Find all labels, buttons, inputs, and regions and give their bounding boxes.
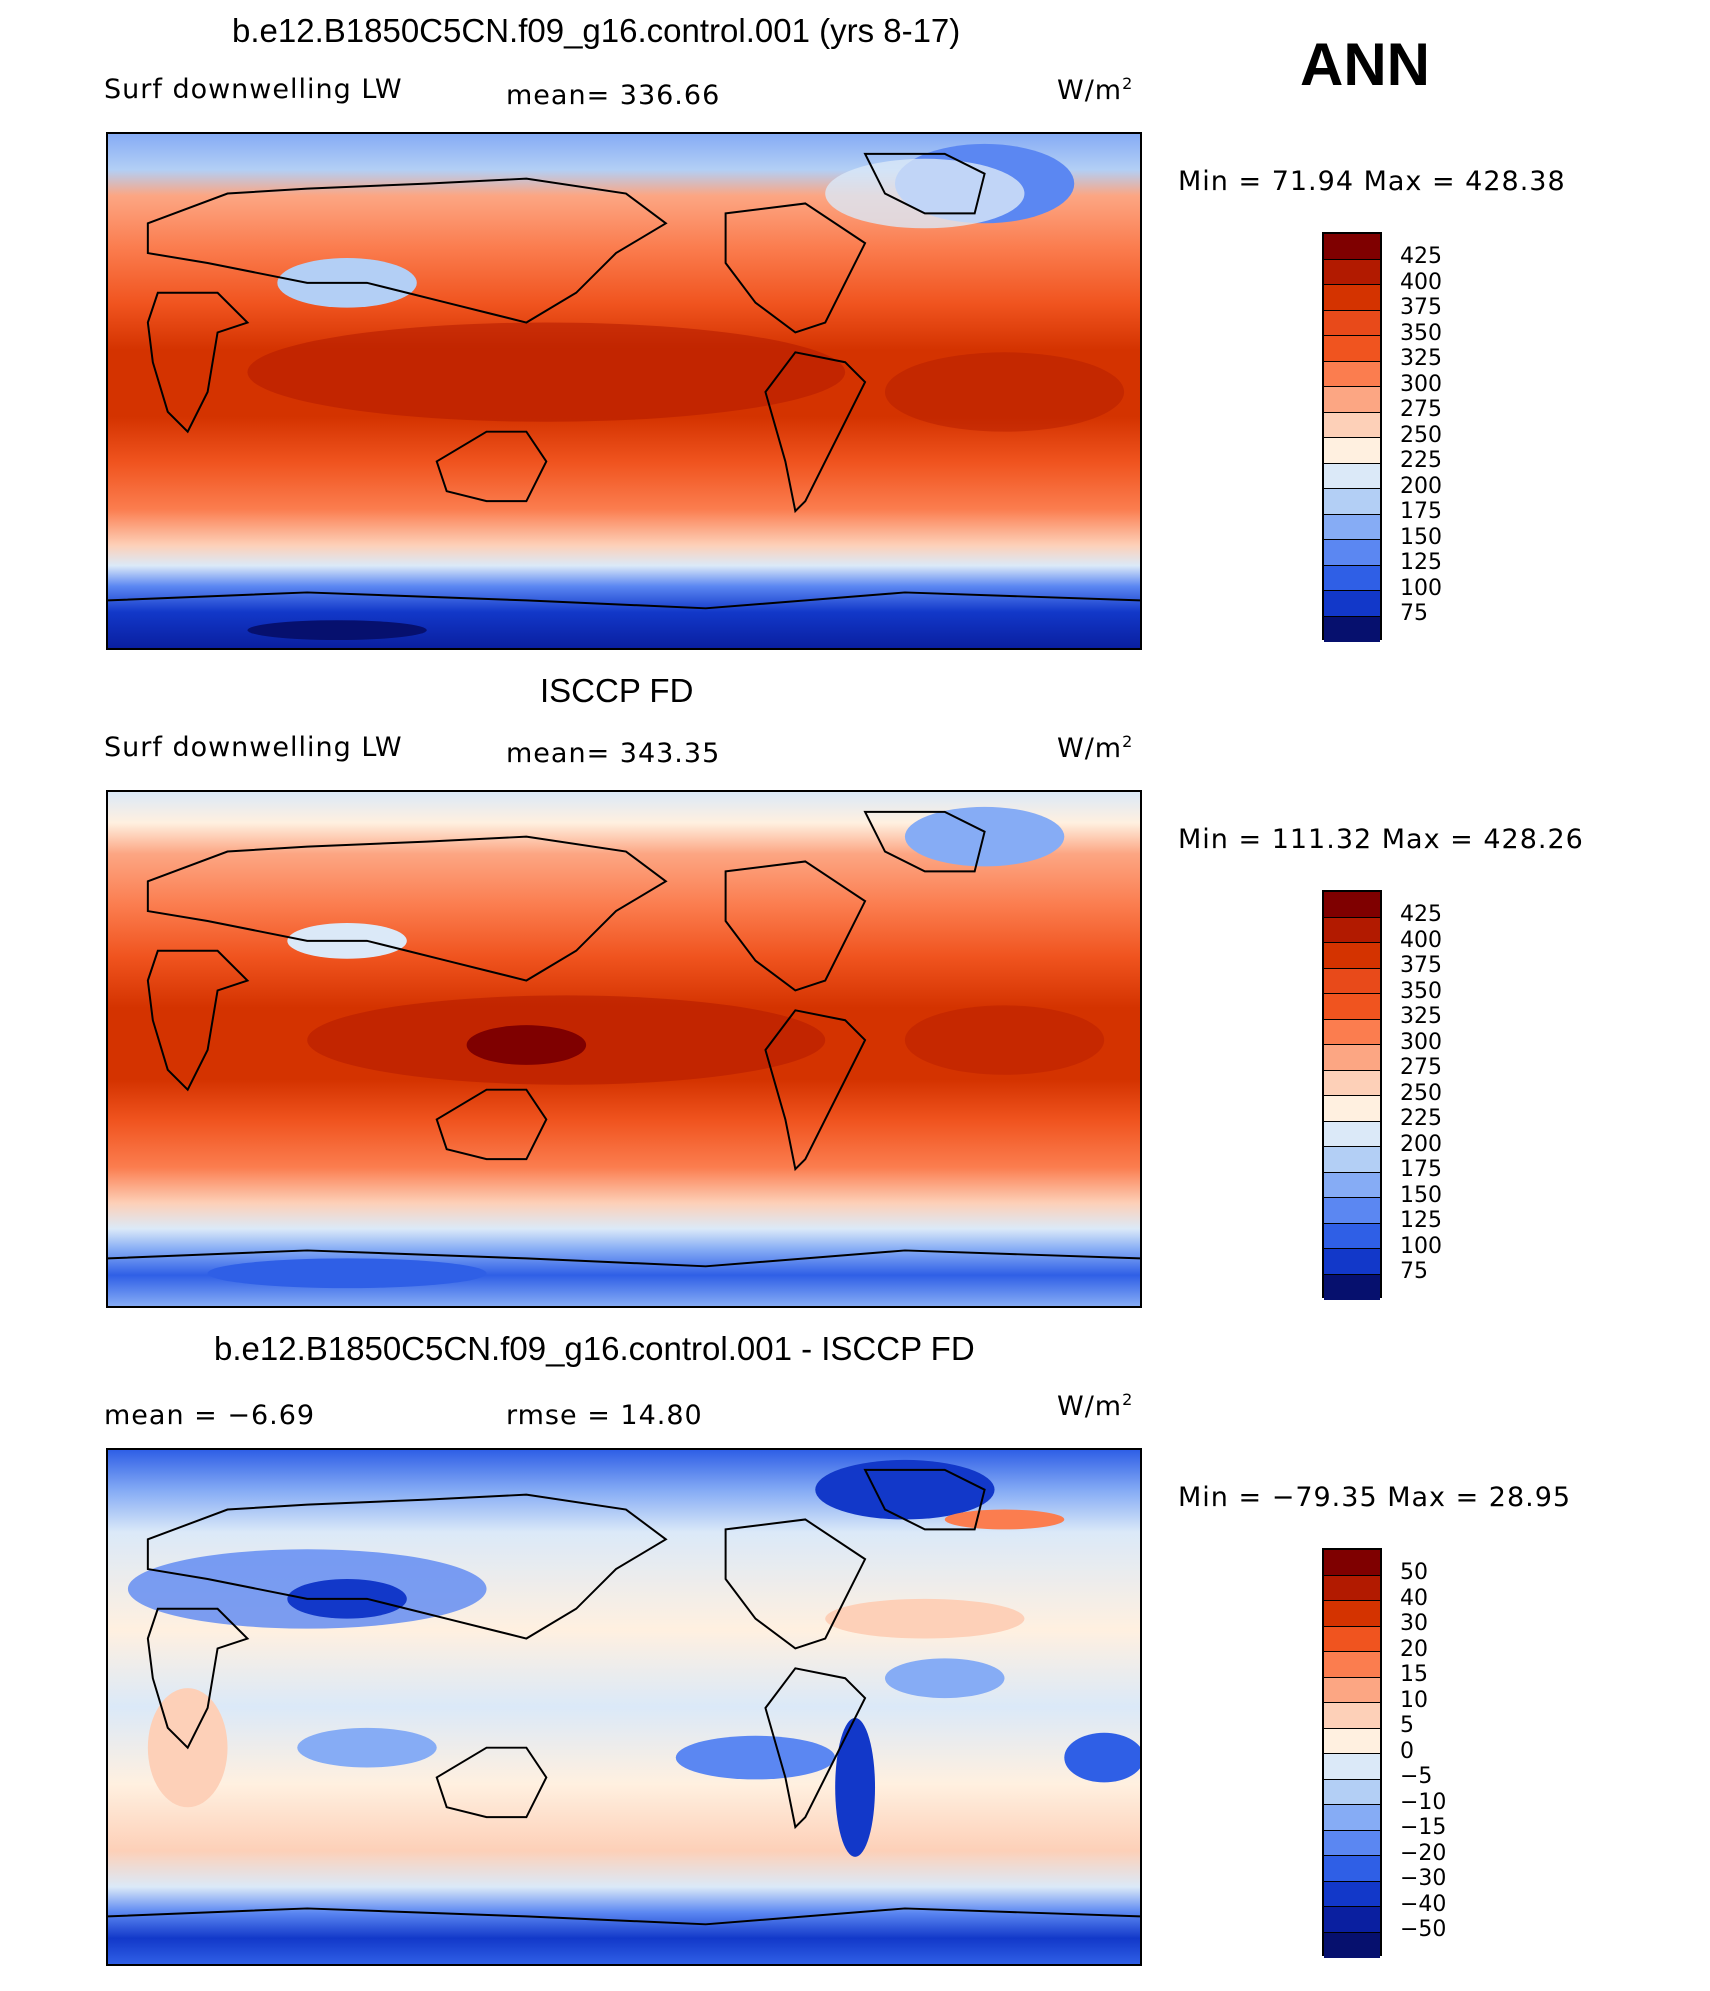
panel2-mean: mean= 343.35 <box>506 738 721 769</box>
panel3-colorbar <box>1322 1548 1382 1958</box>
panel1-mean: mean= 336.66 <box>506 80 721 111</box>
season-label: ANN <box>1300 31 1430 98</box>
panel1-colorbar-labels: 425 400 375 350 325 300 275 250 225 200 175 15… <box>1400 244 1442 626</box>
panel2-map <box>106 790 1142 1308</box>
panel2-map-svg <box>108 792 1140 1306</box>
panel1-title: b.e12.B1850C5CN.f09_g16.control.001 (yrs… <box>232 12 961 49</box>
panel2-title: ISCCP FD <box>540 672 694 709</box>
panel1-minmax: Min = 71.94 Max = 428.38 <box>1178 166 1566 197</box>
panel3-title: b.e12.B1850C5CN.f09_g16.control.001 - IS… <box>214 1330 975 1367</box>
panel2-colorbar-labels: 425 400 375 350 325 300 275 250 225 200 175 15… <box>1400 902 1442 1284</box>
panel2-minmax: Min = 111.32 Max = 428.26 <box>1178 824 1584 855</box>
panel3-mean: mean = −6.69 <box>104 1400 316 1431</box>
panel3-units: W/m2 <box>1057 1390 1134 1422</box>
panel2-colorbar <box>1322 890 1382 1300</box>
panel3-map <box>106 1448 1142 1966</box>
panel3-rmse: rmse = 14.80 <box>506 1400 703 1431</box>
panel1-field-label: Surf downwelling LW <box>104 74 403 105</box>
panel2-field-label: Surf downwelling LW <box>104 732 403 763</box>
panel1-map <box>106 132 1142 650</box>
panel3-minmax: Min = −79.35 Max = 28.95 <box>1178 1482 1572 1513</box>
panel2-units: W/m2 <box>1057 732 1134 764</box>
panel3-map-svg <box>108 1450 1140 1964</box>
panel1-map-svg <box>108 134 1140 648</box>
panel1-units: W/m2 <box>1057 74 1134 106</box>
panel1-colorbar <box>1322 232 1382 642</box>
